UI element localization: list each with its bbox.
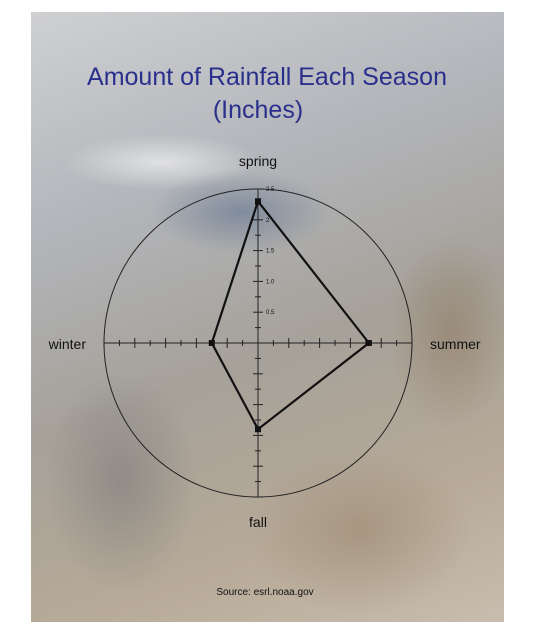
tick-label-0.5: 0.5 <box>266 310 275 316</box>
data-point-fall <box>255 426 261 433</box>
data-point-winter <box>208 340 215 346</box>
axis-label-fall: fall <box>249 514 267 530</box>
tick-label-1.5: 1.5 <box>266 249 275 255</box>
tick-label-2: 2 <box>266 218 270 224</box>
data-point-summer <box>365 340 372 346</box>
radial-tick-labels: 0.5 1.0 1.5 2 2.5 <box>266 187 275 316</box>
tick-label-1.0: 1.0 <box>266 279 275 285</box>
axis-label-winter: winter <box>48 336 87 352</box>
source-note: Source: esrl.noaa.gov <box>216 587 313 598</box>
chart-background-photo <box>31 12 504 622</box>
data-point-spring <box>255 198 261 205</box>
axis-label-spring: spring <box>239 153 277 169</box>
axis-label-summer: summer <box>430 336 481 352</box>
rainfall-polygon <box>210 198 371 431</box>
chart-title-line-1: Amount of Rainfall Each Season <box>87 63 447 91</box>
tick-label-2.5: 2.5 <box>266 187 275 193</box>
chart-title-line-2: (Inches) <box>213 96 303 124</box>
data-points <box>208 198 372 433</box>
